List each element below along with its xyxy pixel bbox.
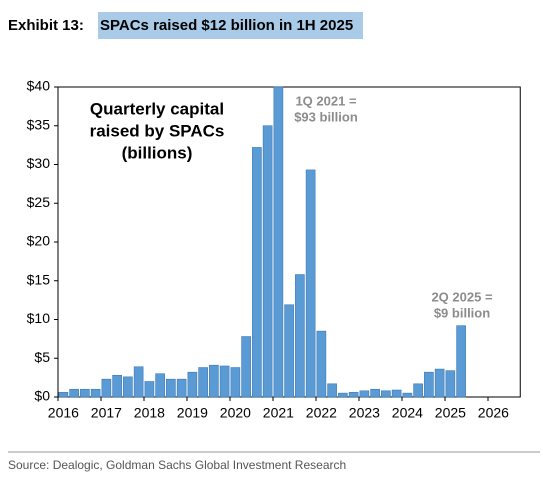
x-tick-label: 2017 [91, 405, 122, 421]
y-tick-label: $10 [27, 310, 51, 326]
y-tick-label: $0 [34, 388, 50, 404]
title-prefix: Exhibit 13: [8, 17, 84, 34]
bar [133, 366, 144, 398]
bar [155, 373, 165, 398]
bar [413, 383, 423, 398]
chart-title: SPACs raised $12 billion in 1H 2025 [100, 17, 353, 34]
x-tick-label: 2023 [349, 405, 380, 421]
annotation: $93 billion [294, 109, 358, 124]
y-tick-label: $35 [27, 116, 51, 132]
inset-text: raised by SPACs [90, 121, 225, 140]
bar [209, 364, 219, 398]
bar [305, 169, 316, 398]
bar [316, 330, 327, 398]
x-tick-label: 2020 [220, 405, 251, 421]
bar [219, 365, 230, 398]
bar [241, 336, 251, 398]
bar [338, 392, 348, 398]
bar [166, 378, 176, 398]
bar [230, 367, 241, 398]
bar [198, 367, 208, 398]
y-tick-label: $5 [34, 349, 50, 365]
bar [370, 388, 380, 398]
title-highlight [98, 12, 363, 39]
bar [80, 388, 90, 398]
bar [187, 371, 198, 398]
annotation: 1Q 2021 = [295, 93, 356, 108]
x-tick-label: 2022 [306, 405, 337, 421]
bar [327, 383, 337, 398]
bar [144, 381, 155, 398]
bar [445, 370, 456, 398]
bar [348, 392, 359, 398]
bar [273, 86, 284, 398]
bar [262, 125, 273, 398]
inset-text: (billions) [122, 143, 193, 162]
source: Source: Dealogic, Goldman Sachs Global I… [8, 458, 346, 472]
x-tick-label: 2025 [435, 405, 466, 421]
bar [381, 390, 391, 398]
x-tick-label: 2021 [263, 405, 294, 421]
y-tick-label: $25 [27, 194, 51, 210]
bar [295, 274, 305, 398]
x-tick-label: 2018 [134, 405, 165, 421]
bar [176, 378, 187, 398]
annotation: $9 billion [434, 305, 490, 320]
x-tick-label: 2016 [48, 405, 79, 421]
bar [424, 371, 434, 398]
bar [112, 374, 122, 398]
y-tick-label: $40 [27, 78, 51, 94]
bar [123, 376, 133, 398]
inset-text: Quarterly capital [90, 99, 224, 118]
bar [252, 147, 262, 398]
bar [90, 388, 101, 398]
x-tick-label: 2019 [177, 405, 208, 421]
annotation: 2Q 2025 = [431, 289, 492, 304]
bar [284, 304, 294, 398]
bar [456, 325, 466, 398]
bar [69, 388, 79, 398]
bar [402, 392, 413, 398]
x-tick-label: 2026 [478, 405, 509, 421]
x-tick-label: 2024 [392, 405, 423, 421]
bar [359, 390, 370, 398]
y-tick-label: $15 [27, 271, 51, 287]
bar [434, 368, 445, 398]
bar [58, 392, 69, 398]
y-tick-label: $20 [27, 233, 51, 249]
bar [101, 378, 112, 398]
bar [391, 389, 402, 398]
y-tick-label: $30 [27, 155, 51, 171]
